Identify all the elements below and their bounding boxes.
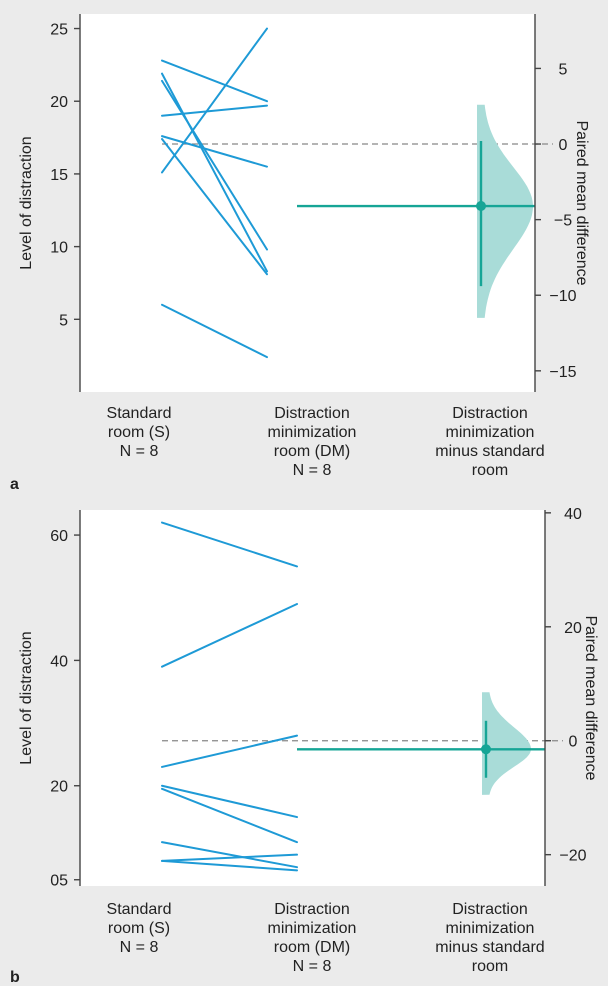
x-category-label-line: room (DM) <box>274 443 350 460</box>
paired-line-7 <box>161 27 268 174</box>
x-category-label-line: minimization <box>446 424 535 441</box>
x-category-label-line: minimization <box>268 920 357 937</box>
right-y-tick-label: −20 <box>559 848 586 865</box>
x-category-label-line: Distraction <box>452 901 528 918</box>
paired-line-5 <box>161 787 298 844</box>
plot-area-left <box>80 14 297 392</box>
right-y-tick-label: 0 <box>569 734 578 751</box>
paired-line-4 <box>161 784 298 819</box>
x-category-label-line: minimization <box>446 920 535 937</box>
right-y-tick-label: 0 <box>559 137 568 154</box>
paired-line-8 <box>161 859 298 872</box>
x-category-label-line: room (S) <box>108 920 170 937</box>
plot-area-left <box>80 510 297 886</box>
paired-line-8 <box>161 303 268 359</box>
x-category-label-line: minimization <box>268 424 357 441</box>
paired-line-3 <box>161 734 298 768</box>
right-y-tick-label: 5 <box>559 61 568 78</box>
right-y-tick-label: 40 <box>564 506 582 523</box>
left-y-tick-label: 5 <box>59 312 68 329</box>
right-y-tick-label: −15 <box>549 364 576 381</box>
x-category-label-line: Standard <box>107 405 172 422</box>
paired-line-3 <box>161 79 268 251</box>
x-category-label-1: Standard room (S) N = 8 <box>107 405 172 460</box>
x-category-label-line: N = 8 <box>293 958 332 975</box>
x-category-label-line: N = 8 <box>120 939 159 956</box>
x-category-label-line: minus standard <box>435 939 544 956</box>
x-category-label-line: room (DM) <box>274 939 350 956</box>
x-category-label-3: Distraction minimization minus standard roo… <box>435 405 544 479</box>
right-y-axis-label: Paired mean difference <box>573 120 590 285</box>
x-category-label-2: Distraction minimization room (DM) N = 8 <box>268 901 357 975</box>
paired-line-4 <box>161 104 268 117</box>
paired-line-2 <box>161 72 268 273</box>
panel-letter: a <box>10 476 19 493</box>
left-y-tick-label: 60 <box>50 528 68 545</box>
left-y-tick-label: 40 <box>50 653 68 670</box>
right-y-axis-label: Paired mean difference <box>582 615 599 780</box>
right-y-tick-label: 20 <box>564 620 582 637</box>
plot-area-middle <box>297 510 432 886</box>
panel-b: 05 20 40 60 Level of distraction 40 20 0 −20 Pair… <box>10 506 599 986</box>
x-category-label-1: Standard room (S) N = 8 <box>107 901 172 956</box>
paired-line-7 <box>161 853 298 862</box>
left-y-tick-label: 10 <box>50 240 68 257</box>
panel-letter: b <box>10 969 20 986</box>
mean-difference-point <box>481 744 491 755</box>
x-category-label-line: minus standard <box>435 443 544 460</box>
paired-line-2 <box>161 603 298 668</box>
x-category-label-line: Distraction <box>274 901 350 918</box>
x-category-label-line: Standard <box>107 901 172 918</box>
left-y-tick-label: 20 <box>50 779 68 796</box>
x-category-label-line: room <box>472 462 508 479</box>
left-y-tick-label: 05 <box>50 873 68 890</box>
x-category-label-2: Distraction minimization room (DM) N = 8 <box>268 405 357 479</box>
paired-line-5 <box>161 135 268 168</box>
left-y-axis-label: Level of distraction <box>18 631 35 764</box>
bootstrap-distribution <box>477 104 533 318</box>
paired-line-1 <box>161 59 268 103</box>
x-category-label-line: Distraction <box>274 405 350 422</box>
plot-area-middle <box>297 14 432 392</box>
x-category-label-line: N = 8 <box>293 462 332 479</box>
x-category-label-3: Distraction minimization minus standard roo… <box>435 901 544 975</box>
x-category-label-line: room <box>472 958 508 975</box>
left-y-tick-label: 20 <box>50 94 68 111</box>
mean-difference-point <box>476 201 486 212</box>
x-category-label-line: N = 8 <box>120 443 159 460</box>
panel-a: 5 10 15 20 25 Level of distraction 5 0 −5 −10 −15 P… <box>10 14 590 493</box>
x-category-label-line: room (S) <box>108 424 170 441</box>
right-y-tick-label: −5 <box>554 213 572 230</box>
bootstrap-distribution <box>482 692 531 795</box>
left-y-axis-label: Level of distraction <box>18 136 35 269</box>
paired-line-6 <box>161 138 268 276</box>
right-y-tick-label: −10 <box>549 288 576 305</box>
paired-line-6 <box>161 841 298 869</box>
x-category-label-line: Distraction <box>452 405 528 422</box>
left-y-tick-label: 15 <box>50 167 68 184</box>
left-y-tick-label: 25 <box>50 22 68 39</box>
paired-line-1 <box>161 521 298 568</box>
